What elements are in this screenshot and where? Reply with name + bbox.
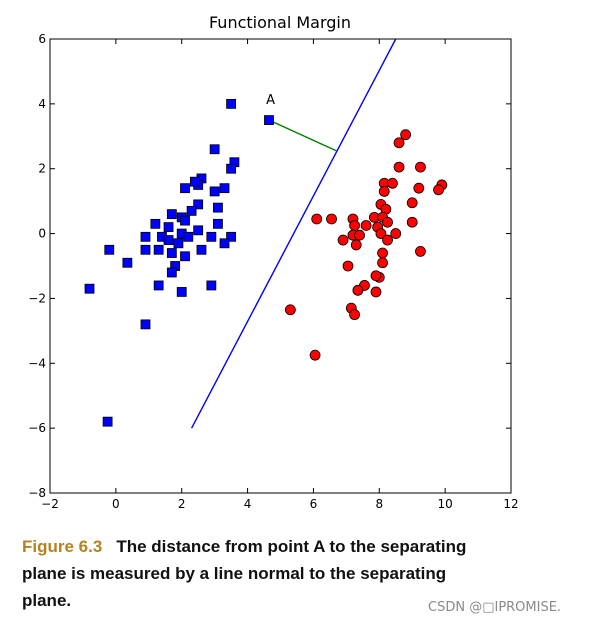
data-point-circle: [415, 246, 426, 257]
data-point-square: [213, 202, 223, 213]
y-tick-label: −8: [28, 486, 46, 500]
data-point-circle: [349, 220, 360, 231]
data-point-square: [166, 267, 177, 278]
data-point-square: [166, 209, 177, 220]
data-point-square: [213, 218, 223, 229]
data-point-square: [226, 163, 237, 174]
data-point-square: [122, 257, 133, 268]
plot-frame: [49, 38, 512, 494]
data-point-square: [189, 176, 200, 187]
x-tick-label: 4: [244, 497, 252, 511]
annotation-layer: A: [266, 93, 275, 108]
data-point-circle: [352, 284, 364, 296]
data-point-circle: [393, 137, 405, 149]
data-point-square: [226, 231, 237, 242]
data-point-circle: [342, 260, 354, 272]
data-point-square: [226, 98, 237, 109]
data-point-circle: [349, 309, 360, 321]
caption-text: The distance from point A to the separat…: [22, 537, 467, 610]
data-point-circle: [382, 216, 393, 228]
data-point-circle: [387, 177, 398, 189]
data-point-square: [153, 280, 164, 291]
data-point-circle: [360, 220, 372, 231]
data-point-square: [193, 199, 204, 210]
data-point-square: [209, 186, 220, 197]
data-point-circle: [354, 229, 365, 241]
data-point-square: [163, 235, 174, 245]
data-point-circle: [377, 257, 388, 269]
data-point-square: [264, 115, 274, 125]
data-point-circle: [406, 216, 418, 228]
x-tick-label: 12: [503, 497, 518, 511]
data-point-square: [140, 244, 151, 255]
data-point-square: [173, 238, 184, 249]
line-layer: [190, 38, 397, 429]
data-point-circle: [415, 161, 426, 173]
scatter-chart: Functional Margin A −2 0 2 4 6 8 10 12 −8 −6 −4 −2 0…: [28, 13, 518, 511]
data-point-square: [209, 144, 220, 155]
separating-line: [190, 38, 397, 429]
data-point-circle: [370, 286, 382, 298]
data-point-circle: [413, 182, 425, 194]
data-point-circle: [382, 234, 393, 246]
figure-label: Figure 6.3: [22, 537, 103, 556]
data-point-square: [180, 215, 190, 226]
data-point-circle: [377, 247, 388, 259]
data-point-circle: [433, 184, 444, 196]
watermark: CSDN @□IPROMISE.: [428, 600, 562, 615]
data-point-square: [166, 248, 177, 258]
data-point-circle: [378, 186, 390, 197]
data-point-square: [193, 225, 204, 236]
data-point-square: [153, 244, 164, 255]
y-tick-label: 2: [38, 162, 46, 176]
axis-layer: −2 0 2 4 6 8 10 12 −8 −6 −4 −2 0 2 4 6: [28, 32, 518, 511]
x-tick-label: 8: [375, 497, 383, 511]
normal-distance-line: [268, 119, 337, 152]
y-tick-label: 0: [38, 227, 46, 241]
x-tick-label: −2: [41, 497, 59, 511]
data-point-square: [84, 283, 95, 294]
data-point-square: [163, 222, 174, 232]
data-point-square: [183, 231, 194, 242]
data-point-square: [180, 183, 190, 194]
x-tick-label: 0: [112, 497, 120, 511]
data-point-circle: [390, 228, 402, 239]
data-point-circle: [370, 270, 382, 282]
x-tick-label: 2: [178, 497, 186, 511]
data-point-circle: [400, 129, 412, 141]
data-point-square: [140, 319, 151, 330]
data-point-circle: [337, 234, 349, 246]
data-point-square: [104, 244, 115, 255]
data-point-square: [102, 416, 113, 427]
data-point-square: [176, 287, 187, 297]
data-point-square: [219, 183, 230, 194]
data-point-circle: [393, 161, 405, 173]
x-tick-label: 6: [310, 497, 318, 511]
y-tick-label: 6: [38, 32, 46, 46]
data-point-circle: [284, 304, 296, 316]
data-point-square: [219, 238, 230, 249]
data-point-square: [206, 231, 217, 242]
y-tick-label: −6: [28, 421, 46, 435]
data-point-square: [180, 251, 190, 262]
points-layer: [84, 98, 448, 427]
data-point-circle: [309, 349, 321, 361]
annotation-label: A: [266, 93, 275, 108]
y-tick-label: 4: [38, 97, 46, 111]
data-point-square: [150, 218, 161, 229]
data-point-circle: [350, 239, 362, 251]
data-point-circle: [311, 213, 323, 225]
data-point-square: [140, 231, 151, 242]
data-point-square: [206, 280, 217, 291]
chart-title: Functional Margin: [209, 13, 351, 32]
data-point-square: [186, 205, 197, 216]
x-tick-label: 10: [438, 497, 453, 511]
y-tick-label: −4: [28, 356, 46, 370]
figure-caption: Figure 6.3 The distance from point A to t…: [22, 533, 492, 614]
data-point-circle: [326, 213, 337, 225]
data-point-square: [196, 244, 207, 255]
y-tick-label: −2: [28, 291, 46, 305]
data-point-circle: [406, 197, 418, 209]
data-point-circle: [375, 228, 387, 239]
